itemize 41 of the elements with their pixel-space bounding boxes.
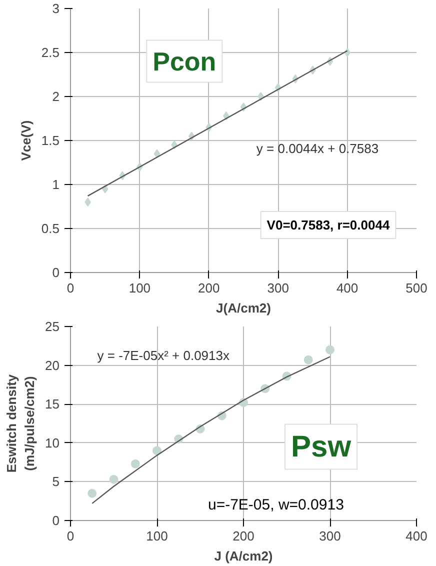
point [88,488,97,498]
y-tick-label: 15 [45,396,60,412]
point [130,459,140,468]
x-tick-label: 400 [336,280,358,296]
point [154,149,160,158]
x-axis-title: J (A/cm2) [214,548,273,564]
y-tick-label: 3 [52,1,60,16]
x-tick-label: 300 [319,528,341,544]
y-tick-label: 2 [52,89,60,104]
annotation: V0=0.7583, r=0.0044 [266,217,390,232]
point [304,355,313,364]
y-tick-label: 25 [45,319,60,334]
x-tick-label: 100 [146,528,168,544]
y-tick-label: 2.5 [41,45,60,60]
y-tick-label: 10 [45,435,60,450]
y-tick-label: 5 [52,474,60,490]
x-tick-label: 400 [406,528,428,544]
y-tick-label: 0 [52,265,60,280]
annotation: Pcon [152,46,216,76]
y-axis-title: Eswitch density (mJ/pulse/cm2) [4,374,38,473]
y-axis-title: Vce(V) [18,120,34,161]
annotation: y = -7E-05x² + 0.0913x [97,348,230,364]
x-axis-title: J(A/cm2) [216,300,271,316]
point [152,446,162,456]
y-tick-label: 0.5 [41,221,60,236]
x-tick-label: 500 [406,280,428,296]
y-tick-label: 20 [45,358,60,373]
point [326,345,334,354]
y-tick-label: 1 [52,177,60,192]
point [109,474,118,484]
y-tick-label: 1.5 [41,133,60,148]
x-tick-label: 200 [198,280,220,296]
x-tick-label: 100 [128,280,151,296]
x-tick-label: 300 [267,280,289,296]
x-tick-label: 200 [232,528,254,544]
x-tick-label: 0 [66,280,74,296]
annotation: Psw [291,430,352,464]
annotation: u=-7E-05, w=0.0913 [208,496,344,514]
x-tick-label: 0 [66,528,74,544]
annotation: y = 0.0044x + 0.7583 [256,140,379,156]
y-tick-label: 0 [52,513,60,528]
